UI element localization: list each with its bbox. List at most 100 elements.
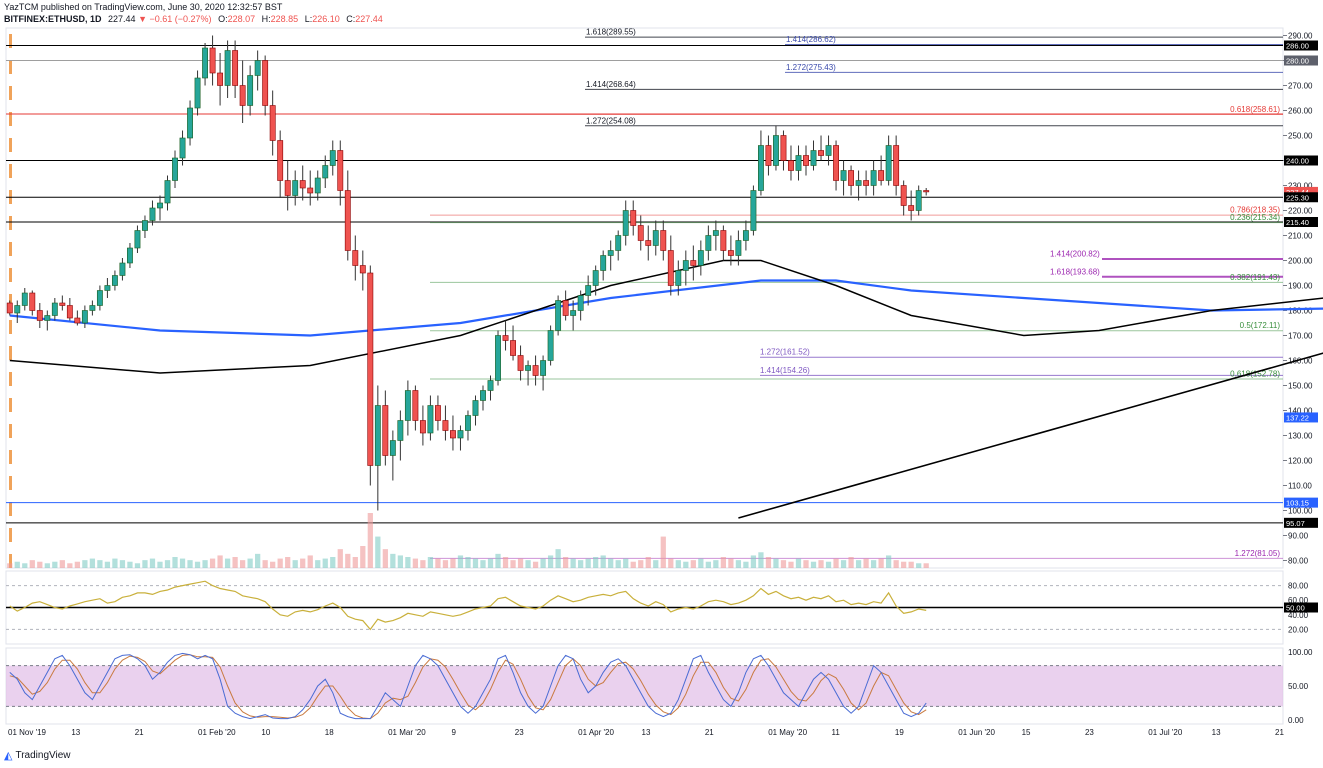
- volume-bar: [540, 558, 546, 568]
- time-axis-label: 13: [1212, 728, 1221, 737]
- volume-bar: [247, 558, 253, 568]
- candle-body: [795, 155, 802, 171]
- tradingview-logo[interactable]: ◭ TradingView: [4, 749, 71, 762]
- fib-level-label: 1.414(154.26): [760, 366, 810, 375]
- volume-bar: [337, 549, 343, 568]
- symbol[interactable]: BITFINEX:ETHUSD, 1D: [4, 14, 102, 24]
- volume-bar: [901, 561, 907, 568]
- candle-body: [284, 180, 291, 196]
- time-axis-label: 21: [135, 728, 144, 737]
- candle-body: [893, 145, 900, 186]
- candle-body: [570, 310, 577, 316]
- volume-bar: [878, 558, 884, 568]
- volume-bar: [67, 563, 73, 568]
- price-tag: [1284, 192, 1318, 203]
- price-tag-label: 137.22: [1286, 413, 1309, 422]
- fib-level-label: 0.5(172.11): [1240, 321, 1281, 330]
- session-mark: [9, 502, 12, 516]
- price-axis-label: 180.00: [1288, 307, 1313, 316]
- time-axis-label: 19: [895, 728, 904, 737]
- candle-body: [142, 220, 148, 231]
- volume-bar: [232, 557, 238, 568]
- time-axis-label: 01 Feb '20: [198, 728, 236, 737]
- open-value: 228.07: [227, 14, 256, 24]
- candle-body: [247, 75, 254, 106]
- session-mark: [9, 320, 12, 334]
- volume-bar: [855, 560, 862, 568]
- candle-body: [803, 155, 809, 166]
- session-mark: [9, 60, 12, 74]
- session-mark: [9, 476, 12, 490]
- rsi-tag: [1284, 602, 1318, 613]
- price-axis-label: 270.00: [1288, 82, 1313, 91]
- candle-body: [81, 310, 88, 324]
- candle-body: [412, 390, 419, 421]
- volume-bar: [886, 555, 892, 568]
- price-axis-label: 140.00: [1288, 407, 1313, 416]
- candle-body: [712, 230, 719, 236]
- rsi-tag-label: 50.00: [1286, 604, 1305, 613]
- volume-bar: [735, 560, 742, 568]
- volume-bar: [600, 555, 606, 568]
- session-mark: [9, 268, 12, 282]
- volume-bar: [578, 560, 584, 568]
- volume-bar: [397, 555, 403, 568]
- volume-bar: [7, 563, 13, 568]
- candle-body: [119, 262, 126, 276]
- candle-body: [299, 180, 306, 189]
- volume-bar: [262, 560, 268, 568]
- stoch-axis-label: 100.00: [1288, 648, 1313, 657]
- candle-body: [269, 105, 276, 141]
- candle-body: [480, 390, 486, 401]
- candle-body: [848, 170, 855, 186]
- volume-bar: [179, 558, 186, 568]
- last-price: 227.44: [108, 14, 136, 24]
- volume-bar: [202, 560, 208, 568]
- volume-bar: [690, 560, 696, 568]
- volume-bar: [870, 560, 877, 568]
- volume-bar: [675, 560, 681, 568]
- volume-bar: [653, 560, 659, 568]
- time-axis-label: 13: [71, 728, 80, 737]
- volume-bar: [803, 560, 809, 568]
- candle-body: [915, 190, 922, 211]
- publisher-line: YazTCM published on TradingView.com, Jun…: [4, 2, 283, 12]
- volume-bar: [194, 561, 201, 568]
- candle-body: [450, 430, 456, 439]
- volume-bar: [795, 558, 802, 568]
- session-mark: [9, 138, 12, 152]
- candle-body: [540, 360, 547, 376]
- rsi-line: [9, 580, 927, 631]
- volume-bar: [585, 558, 591, 568]
- time-axis-label: 11: [832, 728, 841, 737]
- tradingview-logo-icon: ◭: [4, 750, 13, 762]
- volume-bar: [82, 560, 88, 568]
- volume-bar: [457, 555, 464, 568]
- time-axis-label: 23: [1085, 728, 1094, 737]
- fib-level-label: 1.618(289.55): [586, 28, 636, 37]
- volume-bar: [713, 560, 719, 568]
- volume-bar: [916, 563, 922, 568]
- fib-level-label: 1.272(161.52): [760, 348, 810, 357]
- volume-bar: [495, 553, 501, 568]
- time-axis-label: 01 Nov '19: [8, 728, 47, 737]
- candle-body: [36, 310, 43, 321]
- volume-bar: [37, 561, 43, 568]
- volume-bar: [863, 558, 869, 568]
- volume-bar: [788, 561, 794, 568]
- volume-bar: [187, 560, 193, 568]
- volume-bar: [472, 558, 479, 568]
- candle-body: [397, 420, 404, 441]
- rising-trendline: [738, 352, 1323, 519]
- price-tag-label: 103.15: [1286, 499, 1309, 508]
- price-axis-label: 160.00: [1288, 357, 1313, 366]
- candle-body: [292, 180, 299, 196]
- volume-bar: [142, 560, 148, 568]
- price-change: −0.61 (−0.27%): [149, 14, 212, 24]
- candle-body: [825, 145, 832, 156]
- price-tag: [1284, 412, 1318, 423]
- time-axis-label: 18: [325, 728, 334, 737]
- candle-body: [810, 150, 817, 166]
- time-axis-label: 01 May '20: [768, 728, 807, 737]
